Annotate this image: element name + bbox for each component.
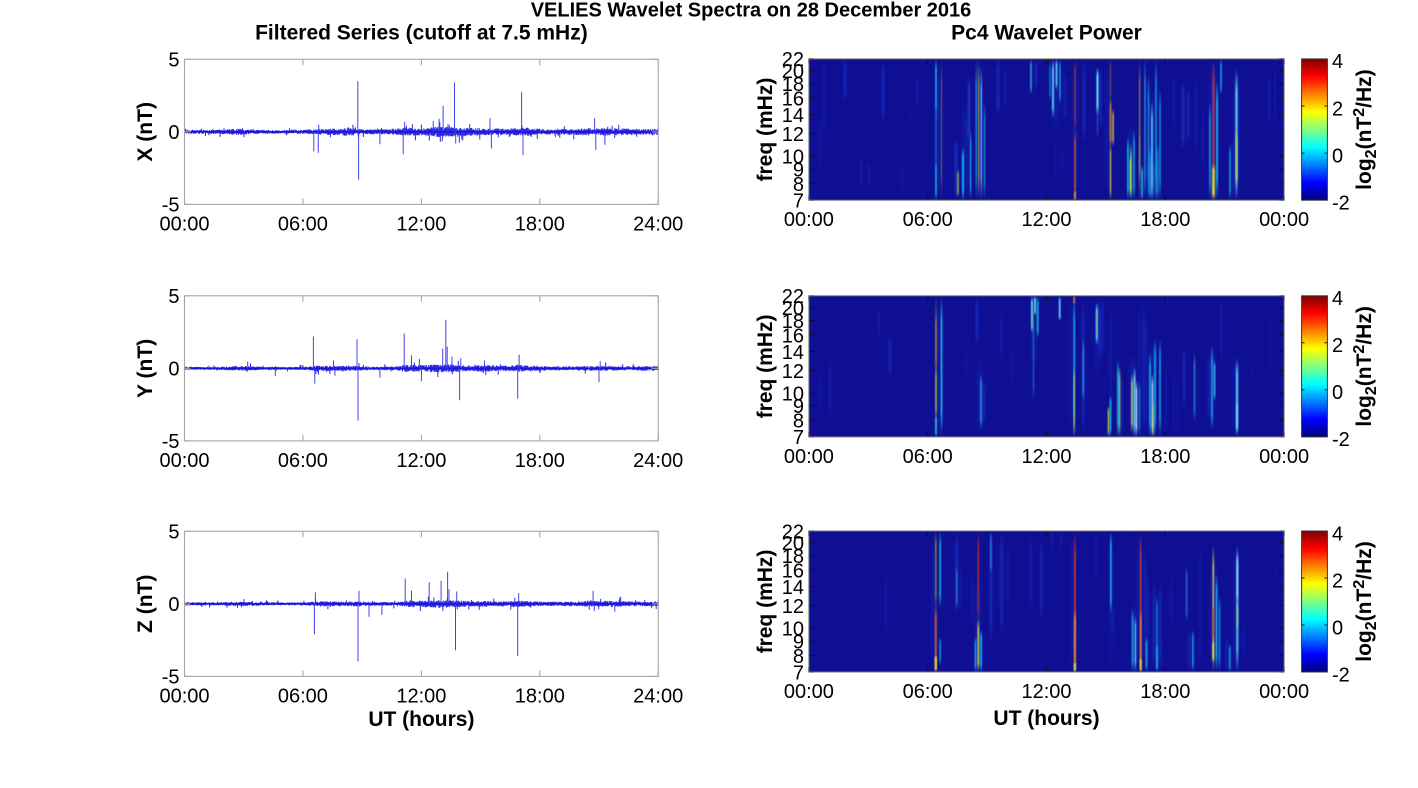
svg-text:10: 10 <box>782 618 804 640</box>
svg-text:12: 12 <box>782 361 804 383</box>
svg-text:9: 9 <box>793 396 804 418</box>
svg-text:10: 10 <box>782 383 804 405</box>
svg-text:VELIES Wavelet Spectra on 28 D: VELIES Wavelet Spectra on 28 December 20… <box>531 0 972 22</box>
svg-text:12:00: 12:00 <box>1021 446 1071 468</box>
svg-text:2: 2 <box>1332 98 1343 120</box>
svg-text:10: 10 <box>782 147 804 169</box>
svg-text:-5: -5 <box>162 667 180 689</box>
svg-text:00:00: 00:00 <box>784 446 834 468</box>
svg-text:00:00: 00:00 <box>159 213 209 235</box>
svg-text:7: 7 <box>793 191 804 213</box>
svg-text:00:00: 00:00 <box>1259 446 1309 468</box>
svg-text:log2(nT2/Hz): log2(nT2/Hz) <box>1351 306 1380 426</box>
svg-text:12:00: 12:00 <box>1021 681 1071 703</box>
svg-text:12:00: 12:00 <box>1021 209 1071 231</box>
svg-text:20: 20 <box>782 61 804 83</box>
svg-text:log2(nT2/Hz): log2(nT2/Hz) <box>1351 69 1380 189</box>
svg-text:00:00: 00:00 <box>784 209 834 231</box>
svg-text:Y (nT): Y (nT) <box>134 339 157 398</box>
svg-text:0: 0 <box>1332 145 1343 167</box>
svg-text:06:00: 06:00 <box>278 213 328 235</box>
svg-text:18:00: 18:00 <box>515 213 565 235</box>
svg-text:00:00: 00:00 <box>1259 209 1309 231</box>
svg-text:-5: -5 <box>162 195 180 217</box>
svg-text:20: 20 <box>782 298 804 320</box>
svg-text:9: 9 <box>793 160 804 182</box>
svg-text:06:00: 06:00 <box>903 446 953 468</box>
svg-text:X (nT): X (nT) <box>134 102 157 161</box>
svg-text:Z (nT): Z (nT) <box>134 575 157 633</box>
svg-text:5: 5 <box>168 522 179 544</box>
svg-text:18:00: 18:00 <box>1140 209 1190 231</box>
svg-text:7: 7 <box>793 427 804 449</box>
svg-text:4: 4 <box>1332 51 1343 73</box>
svg-text:0: 0 <box>1332 617 1343 639</box>
svg-text:24:00: 24:00 <box>633 450 683 472</box>
svg-text:Pc4 Wavelet Power: Pc4 Wavelet Power <box>951 21 1142 44</box>
svg-text:00:00: 00:00 <box>784 681 834 703</box>
svg-text:06:00: 06:00 <box>903 209 953 231</box>
svg-text:22: 22 <box>782 521 804 543</box>
svg-text:24:00: 24:00 <box>633 213 683 235</box>
svg-text:18: 18 <box>782 74 804 96</box>
svg-text:18: 18 <box>782 311 804 333</box>
svg-text:14: 14 <box>782 342 804 364</box>
svg-text:8: 8 <box>793 411 804 433</box>
svg-text:2: 2 <box>1332 570 1343 592</box>
svg-text:7: 7 <box>793 662 804 684</box>
svg-text:0: 0 <box>168 594 179 616</box>
svg-text:UT (hours): UT (hours) <box>368 708 474 731</box>
svg-text:00:00: 00:00 <box>1259 681 1309 703</box>
svg-text:-2: -2 <box>1332 664 1350 686</box>
svg-text:0: 0 <box>168 359 179 381</box>
svg-text:18:00: 18:00 <box>515 450 565 472</box>
svg-text:log2(nT2/Hz): log2(nT2/Hz) <box>1351 541 1380 661</box>
svg-text:18:00: 18:00 <box>1140 681 1190 703</box>
svg-text:12: 12 <box>782 124 804 146</box>
svg-text:06:00: 06:00 <box>903 681 953 703</box>
svg-text:UT (hours): UT (hours) <box>993 707 1099 730</box>
svg-text:5: 5 <box>168 50 179 72</box>
svg-text:5: 5 <box>168 286 179 308</box>
svg-text:18: 18 <box>782 546 804 568</box>
svg-text:2: 2 <box>1332 335 1343 357</box>
svg-text:22: 22 <box>782 286 804 308</box>
svg-text:4: 4 <box>1332 523 1343 545</box>
svg-text:12:00: 12:00 <box>396 685 446 707</box>
svg-text:-2: -2 <box>1332 193 1350 215</box>
svg-text:16: 16 <box>782 325 804 347</box>
svg-text:9: 9 <box>793 631 804 653</box>
svg-text:16: 16 <box>782 89 804 111</box>
svg-text:12:00: 12:00 <box>396 450 446 472</box>
svg-text:18:00: 18:00 <box>515 685 565 707</box>
svg-text:freq (mHz): freq (mHz) <box>754 550 777 654</box>
svg-text:16: 16 <box>782 561 804 583</box>
svg-text:freq (mHz): freq (mHz) <box>754 78 777 182</box>
svg-text:freq (mHz): freq (mHz) <box>754 314 777 418</box>
svg-text:8: 8 <box>793 646 804 668</box>
svg-text:20: 20 <box>782 533 804 555</box>
svg-text:0: 0 <box>1332 382 1343 404</box>
svg-text:4: 4 <box>1332 288 1343 310</box>
svg-text:24:00: 24:00 <box>633 685 683 707</box>
svg-text:12: 12 <box>782 596 804 618</box>
svg-text:-2: -2 <box>1332 429 1350 451</box>
svg-text:06:00: 06:00 <box>278 685 328 707</box>
svg-text:14: 14 <box>782 577 804 599</box>
svg-text:14: 14 <box>782 105 804 127</box>
svg-text:-5: -5 <box>162 431 180 453</box>
svg-text:18:00: 18:00 <box>1140 446 1190 468</box>
svg-text:06:00: 06:00 <box>278 450 328 472</box>
svg-text:12:00: 12:00 <box>396 213 446 235</box>
svg-text:22: 22 <box>782 49 804 71</box>
svg-text:00:00: 00:00 <box>159 685 209 707</box>
svg-text:8: 8 <box>793 174 804 196</box>
svg-text:Filtered Series (cutoff at 7.5: Filtered Series (cutoff at 7.5 mHz) <box>255 21 588 44</box>
svg-text:00:00: 00:00 <box>159 450 209 472</box>
svg-text:0: 0 <box>168 122 179 144</box>
